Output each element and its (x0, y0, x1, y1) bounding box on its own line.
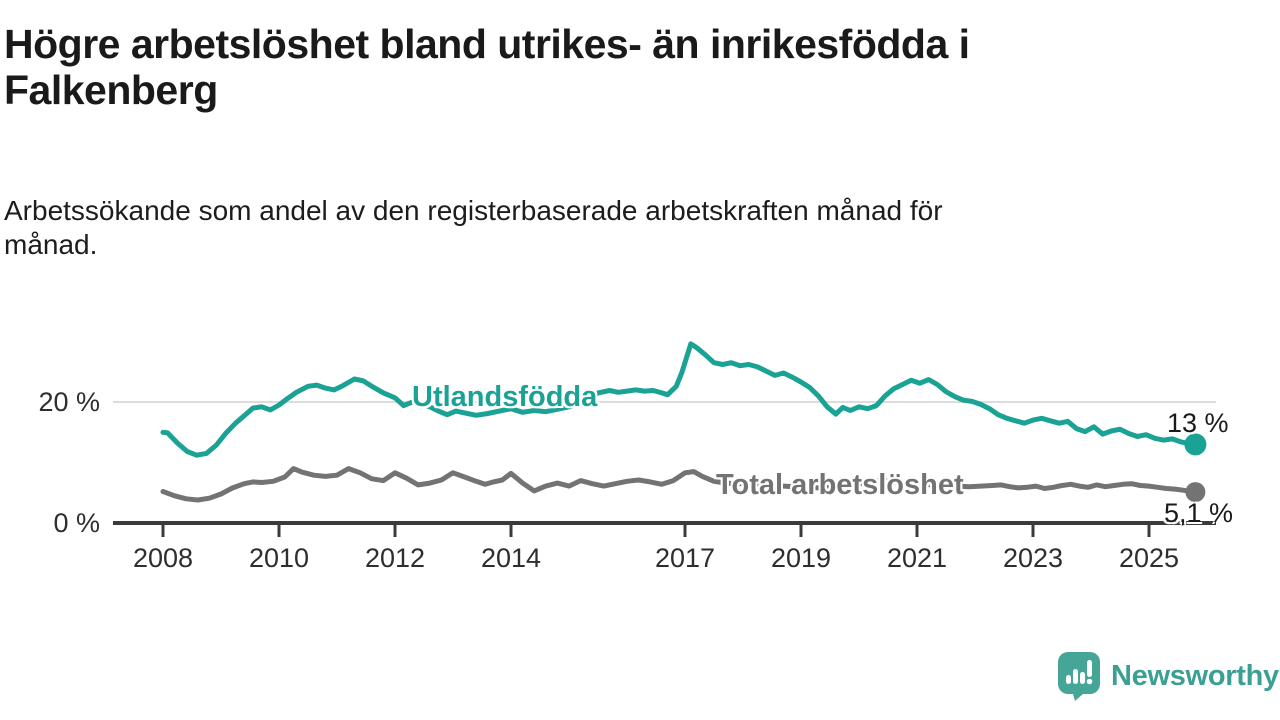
chart-subtitle-line1: Arbetssökande som andel av den registerb… (4, 195, 943, 226)
x-tick-label-2019: 2019 (770, 543, 832, 573)
chart-title: Högre arbetslöshet bland utrikes- än inr… (4, 21, 1204, 114)
x-tick-label-2014: 2014 (480, 543, 542, 573)
logo-bar-chart-icon (1066, 660, 1093, 685)
chart-title-line1: Högre arbetslöshet bland utrikes- än inr… (4, 21, 970, 67)
chart-subtitle: Arbetssökande som andel av den registerb… (4, 194, 1184, 262)
x-tick-label-2012: 2012 (364, 543, 426, 573)
x-axis-ticks (161, 523, 1151, 537)
line-utlandsfodda (160, 341, 1198, 458)
chart-title-line2: Falkenberg (4, 66, 218, 113)
end-dot-total-arbetsloshet (1185, 482, 1206, 503)
end-value-label-total-arbetsloshet: 5,1 % (1164, 498, 1234, 528)
end-value-label-utlandsfodda: 13 % (1167, 408, 1229, 438)
x-tick-label-2017: 2017 (654, 543, 716, 573)
x-tick-label-2021: 2021 (886, 543, 948, 573)
x-tick-label-2010: 2010 (248, 543, 310, 573)
x-tick-label-2023: 2023 (1002, 543, 1064, 573)
newsworthy-logo-icon (1058, 652, 1100, 701)
newsworthy-logo-text: Newsworthy (1111, 659, 1279, 692)
line-total-arbetsloshet (160, 466, 1198, 503)
end-dot-utlandsfodda (1184, 433, 1207, 456)
x-tick-label-2025: 2025 (1118, 543, 1180, 573)
x-tick-label-2008: 2008 (132, 543, 194, 573)
y-tick-label-20: 20 % (38, 387, 100, 417)
chart-subtitle-line2: månad. (4, 229, 98, 261)
series-label-total-arbetsloshet: Total arbetslöshet (716, 469, 964, 501)
logo-speech-bubble (1058, 652, 1100, 701)
y-tick-label-0: 0 % (53, 508, 100, 538)
newsworthy-logo: Newsworthy (1057, 651, 1279, 701)
series-label-utlandsfodda: Utlandsfödda (412, 381, 598, 413)
